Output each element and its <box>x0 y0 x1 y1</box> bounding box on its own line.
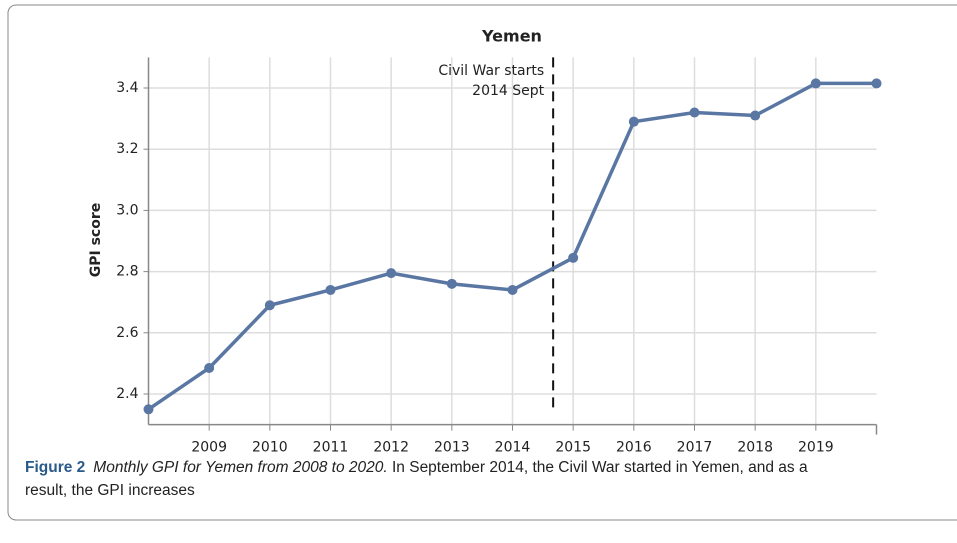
annotation-text: 2014 Sept <box>472 83 544 99</box>
data-point <box>204 362 215 373</box>
figure-frame <box>7 4 957 521</box>
caption-text: In September 2014, the Civil War started… <box>388 459 808 476</box>
data-point <box>143 404 154 415</box>
data-point <box>810 78 821 89</box>
x-tick-label: 2014 <box>495 440 531 456</box>
y-tick-label: 2.4 <box>116 386 138 402</box>
x-tick-label: 2015 <box>555 440 591 456</box>
data-point <box>568 252 579 263</box>
annotation-text: Civil War starts <box>438 63 544 79</box>
data-point <box>386 268 397 279</box>
y-tick-label: 3.4 <box>116 80 138 96</box>
x-tick-label: 2012 <box>373 440 409 456</box>
x-tick-label: 2017 <box>677 440 713 456</box>
data-point <box>507 284 518 295</box>
x-tick-label: 2011 <box>313 440 349 456</box>
x-tick-label: 2013 <box>434 440 470 456</box>
caption-text: result, the GPI increases <box>25 482 195 499</box>
x-tick-label: 2018 <box>737 440 773 456</box>
y-tick-label: 3.2 <box>116 141 138 157</box>
data-point <box>325 284 336 295</box>
data-point <box>628 116 639 127</box>
data-point <box>871 78 882 89</box>
chart-title: Yemen <box>481 27 542 46</box>
x-tick-label: 2010 <box>252 440 288 456</box>
y-tick-label: 2.8 <box>116 264 138 280</box>
caption-label: Figure 2 <box>25 459 85 476</box>
data-point <box>264 300 275 311</box>
x-tick-label: 2009 <box>191 440 227 456</box>
data-point <box>446 278 457 289</box>
caption: Figure 2 Monthly GPI for Yemen from 2008 … <box>25 459 808 476</box>
data-point <box>750 110 761 121</box>
data-point <box>689 107 700 118</box>
y-axis-label: GPI score <box>88 203 104 277</box>
x-tick-label: 2019 <box>798 440 834 456</box>
caption-title: Monthly GPI for Yemen from 2008 to 2020. <box>93 459 387 476</box>
x-tick-label: 2016 <box>616 440 652 456</box>
y-tick-label: 2.6 <box>116 325 138 341</box>
y-tick-label: 3.0 <box>116 202 138 218</box>
